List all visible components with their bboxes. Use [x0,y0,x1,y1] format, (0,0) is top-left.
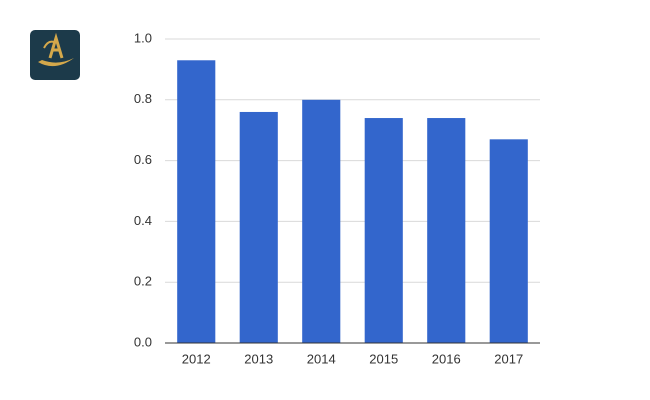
x-tick-label: 2015 [369,351,398,366]
y-tick-label: 0.0 [134,334,152,349]
y-tick-label: 0.4 [134,213,152,228]
x-tick-label: 2016 [432,351,461,366]
logo [30,30,80,80]
y-tick-label: 0.8 [134,91,152,106]
bar [364,118,403,343]
x-tick-label: 2017 [494,351,523,366]
y-tick-label: 0.6 [134,152,152,167]
x-tick-label: 2013 [244,351,273,366]
y-tick-label: 1.0 [134,30,152,45]
bar [177,60,216,343]
bar [427,118,466,343]
y-tick-label: 0.2 [134,274,152,289]
bar [302,99,341,343]
bar [489,139,528,343]
x-tick-label: 2014 [307,351,336,366]
x-tick-label: 2012 [182,351,211,366]
bar [239,111,278,344]
